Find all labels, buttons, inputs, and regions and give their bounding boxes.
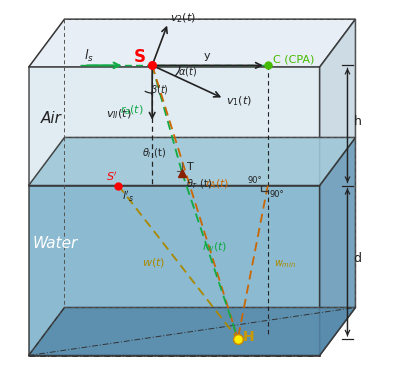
Text: Water: Water <box>32 236 78 251</box>
Text: $w(t)$: $w(t)$ <box>142 256 166 269</box>
Polygon shape <box>320 137 356 355</box>
Text: $\alpha(t)$: $\alpha(t)$ <box>178 65 197 78</box>
Text: S: S <box>134 49 146 66</box>
Polygon shape <box>320 19 356 186</box>
Text: y: y <box>204 51 211 61</box>
Text: $v_2(t)$: $v_2(t)$ <box>170 11 196 25</box>
Polygon shape <box>28 137 356 186</box>
Text: Air: Air <box>40 111 62 126</box>
Polygon shape <box>28 67 320 186</box>
Text: T: T <box>187 162 194 172</box>
Text: h: h <box>354 115 361 128</box>
Text: $\theta_T$ (t): $\theta_T$ (t) <box>186 178 212 191</box>
Text: $v_1(t)$: $v_1(t)$ <box>226 94 252 108</box>
Text: 90°: 90° <box>248 176 262 185</box>
Text: $w_{min}$: $w_{min}$ <box>274 258 296 270</box>
Text: $r_a(t)$: $r_a(t)$ <box>120 104 144 117</box>
Polygon shape <box>28 19 356 67</box>
Text: H: H <box>243 330 254 344</box>
Text: $l'_s$: $l'_s$ <box>122 189 134 204</box>
Text: d: d <box>354 252 362 265</box>
Text: C (CPA): C (CPA) <box>272 55 314 65</box>
Text: $l_s$: $l_s$ <box>84 48 94 64</box>
Text: $v_{II}(t)$: $v_{II}(t)$ <box>106 107 132 121</box>
Text: $r_A(t)$: $r_A(t)$ <box>205 178 229 191</box>
Text: $r_w(t)$: $r_w(t)$ <box>202 240 227 254</box>
Text: $S'$: $S'$ <box>106 170 118 183</box>
Text: 90°: 90° <box>270 190 284 198</box>
Polygon shape <box>28 186 320 355</box>
Polygon shape <box>28 308 356 355</box>
Text: $\theta_I$ (t): $\theta_I$ (t) <box>142 146 166 160</box>
Text: $\beta(t)$: $\beta(t)$ <box>150 83 169 97</box>
